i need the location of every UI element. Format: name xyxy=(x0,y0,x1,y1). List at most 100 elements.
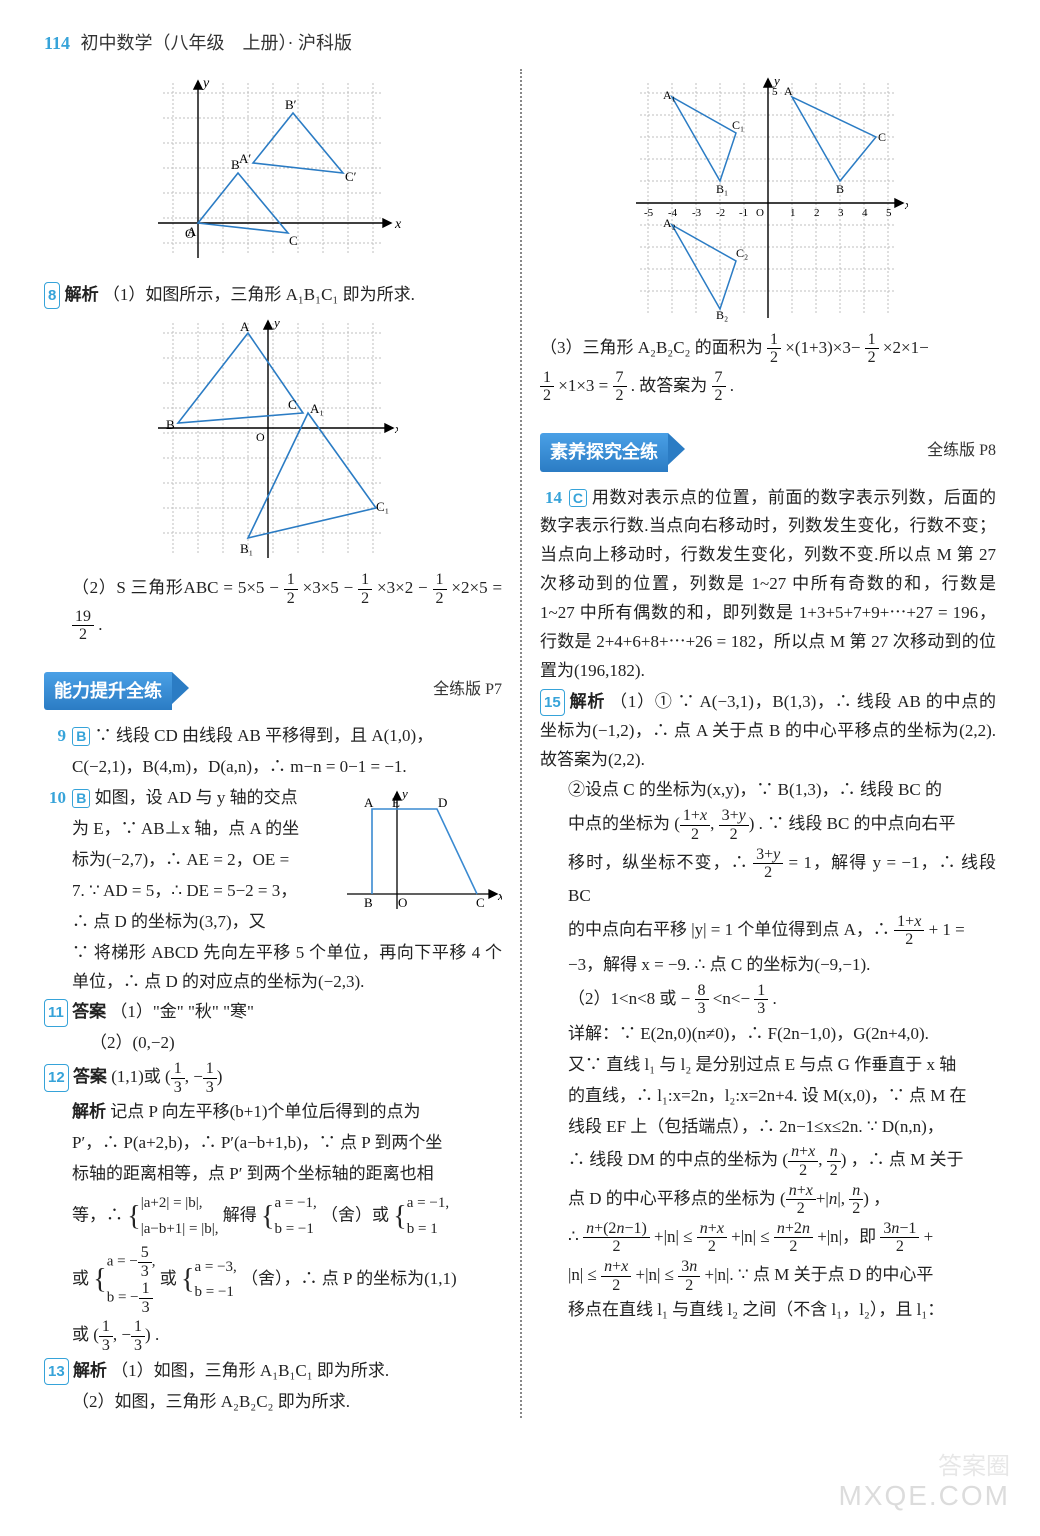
svg-text:D: D xyxy=(438,795,447,810)
svg-text:O: O xyxy=(756,207,764,219)
q12-t6: 或 (13, −13) . xyxy=(44,1318,502,1354)
q11-a2: （2）(0,−2) xyxy=(44,1029,502,1058)
banner-ability: 能力提升全练 xyxy=(44,672,172,711)
q15-p16: 移点在直线 l₁ 与直线 l₂ 之间（不含 l₁，l₂），且 l₁： xyxy=(540,1296,996,1325)
svg-text:B′: B′ xyxy=(285,97,297,112)
svg-text:1: 1 xyxy=(790,207,796,219)
banner1-ref: 全练版 P7 xyxy=(433,676,502,703)
q12-t3: 标轴的距离相等，点 P′ 到两个坐标轴的距离也相 xyxy=(44,1160,502,1189)
q9-ans: B xyxy=(72,727,90,746)
graph-right-top: xy -5-4-3-2-1 O 12345 5 A₁B₁C₁ ABC A₂B₂C… xyxy=(628,73,908,323)
svg-text:-2: -2 xyxy=(716,207,725,219)
svg-text:A: A xyxy=(784,84,793,98)
graph-triangle-2: xy O ABC A₁B₁C₁ xyxy=(148,313,398,563)
svg-text:E: E xyxy=(392,795,400,810)
q12-jx-row: 解析 记点 P 向左平移(b+1)个单位后得到的点为 xyxy=(44,1098,502,1127)
q9-num: 9 xyxy=(44,722,66,751)
left-column: x y O ABC A′B′C′ 8 解析 （1）如图所示，三角形 A₁B₁C₁… xyxy=(44,69,520,1419)
q13-label: 解析 xyxy=(73,1361,107,1380)
q15-p15: |n| ≤ n+x2 +|n| ≤ 3n2 +|n|. ∵ 点 M 关于点 D … xyxy=(540,1258,996,1294)
q12-num: 12 xyxy=(44,1064,69,1092)
q15-p8: 详解：∵ E(2n,0)(n≠0)，∴ F(2n−1,0)，G(2n+4,0). xyxy=(540,1020,996,1049)
q11-num: 11 xyxy=(44,999,68,1027)
q12-t4: 等，∴ {|a+2| = |b|,|a−b+1| = |b|, 解得 {a = … xyxy=(44,1191,502,1242)
svg-text:2: 2 xyxy=(814,207,820,219)
q8-line1: 8 解析 （1）如图所示，三角形 A₁B₁C₁ 即为所求. xyxy=(44,281,502,310)
svg-text:A′: A′ xyxy=(239,151,251,166)
q8-num: 8 xyxy=(44,282,60,310)
graph-q10: A E D B O C x y xyxy=(342,784,502,914)
q10-num: 10 xyxy=(44,784,66,813)
svg-text:B₂: B₂ xyxy=(716,308,728,322)
q9-t2: C(−2,1)，B(4,m)，D(a,n)，∴ m−n = 0−1 = −1. xyxy=(44,753,502,782)
q15-p12: ∴ 线段 DM 的中点的坐标为 (n+x2, n2) ，∴ 点 M 关于 xyxy=(540,1143,996,1179)
svg-text:C: C xyxy=(289,233,298,248)
banner-suyang: 素养探究全练 xyxy=(540,433,668,472)
q12-jx: 解析 xyxy=(72,1102,106,1121)
svg-text:5: 5 xyxy=(772,86,778,98)
q12-t5: 或 { a = −53, b = −13 或 {a = −3,b = −1 （舍… xyxy=(44,1244,502,1316)
banner2-ref: 全练版 P8 xyxy=(927,437,996,464)
q15-p10: 的直线，∴ l₁:x=2n，l₂:x=2n+4. 设 M(x,0)，∵ 点 M … xyxy=(540,1082,996,1111)
svg-text:5: 5 xyxy=(886,207,892,219)
q12-t2: P′，∴ P(a+2,b)，∴ P′(a−b+1,b)，∵ 点 P 到两个坐 xyxy=(44,1129,502,1158)
q14: 14 C 用数对表示点的位置，前面的数字表示列数，后面的数字表示行数.当点向右移… xyxy=(540,484,996,686)
svg-text:C: C xyxy=(878,130,886,144)
q10-ans: B xyxy=(72,789,90,808)
q15-p6: −3，解得 x = −9. ∴ 点 C 的坐标为(−9,−1). xyxy=(540,951,996,980)
svg-text:x: x xyxy=(394,421,398,436)
q12-ans: 12 答案 (1,1)或 (13, −13) xyxy=(44,1060,502,1096)
r-p2: 12 ×1×3 = 72 . 故答案为 72 . xyxy=(540,369,996,405)
svg-text:C: C xyxy=(476,895,485,910)
svg-text:A: A xyxy=(364,795,374,810)
q8-label: 解析 xyxy=(65,285,99,304)
svg-text:3: 3 xyxy=(838,207,844,219)
svg-text:B₁: B₁ xyxy=(716,182,728,196)
q15-p7: （2）1<n<8 或 − 83 <n<− 13 . xyxy=(540,982,996,1018)
q13-t2: （2）如图，三角形 A₂B₂C₂ 即为所求. xyxy=(44,1388,502,1417)
q15-p13: 点 D 的中心平移点的坐标为 (n+x2+|n|, n2) ， xyxy=(540,1182,996,1218)
q11: 11 答案 （1）"金" "秋" "寒" xyxy=(44,998,502,1027)
q15-p9: 又∵ 直线 l₁ 与 l₂ 是分别过点 E 与点 G 作垂直于 x 轴 xyxy=(540,1051,996,1080)
svg-text:A₂: A₂ xyxy=(663,216,676,230)
q15-p11: 线段 EF 上（包括端点），∴ 2n−1≤x≤2n. ∵ D(n,n)， xyxy=(540,1113,996,1142)
q15-p3: 中点的坐标为 (1+x2, 3+y2) . ∵ 线段 BC 的中点向右平 xyxy=(540,807,996,843)
q15-p4: 移时，纵坐标不变，∴ 3+y2 = 1，解得 y = −1，∴ 线段 BC xyxy=(540,846,996,911)
two-column-layout: x y O ABC A′B′C′ 8 解析 （1）如图所示，三角形 A₁B₁C₁… xyxy=(44,69,996,1419)
svg-text:B: B xyxy=(166,417,175,432)
banner1-row: 能力提升全练 全练版 P7 xyxy=(44,658,502,721)
svg-text:O: O xyxy=(398,895,407,910)
svg-text:x: x xyxy=(394,217,402,232)
svg-text:4: 4 xyxy=(862,207,868,219)
svg-text:B: B xyxy=(364,895,373,910)
svg-text:x: x xyxy=(904,197,908,212)
q11-label: 答案 xyxy=(72,1002,106,1021)
svg-text:-3: -3 xyxy=(692,207,702,219)
q15-p2: ②设点 C 的坐标为(x,y)，∵ B(1,3)，∴ 线段 BC 的 xyxy=(540,776,996,805)
q8-p2: （2）S 三角形ABC = 5×5 − 12 ×3×5 − 12 ×3×2 − … xyxy=(44,571,502,643)
page-number: 114 xyxy=(44,33,70,53)
q15-p14: ∴ n+(2n−1)2 +|n| ≤ n+x2 +|n| ≤ n+2n2 +|n… xyxy=(540,1220,996,1256)
q15-head: 15 解析 （1）① ∵ A(−3,1)，B(1,3)，∴ 线段 AB 的中点的… xyxy=(540,688,996,775)
svg-text:B: B xyxy=(836,182,844,196)
q8-p1: （1）如图所示，三角形 A₁B₁C₁ 即为所求. xyxy=(103,285,415,304)
page-header: 114 初中数学（八年级 上册）· 沪科版 xyxy=(44,28,996,59)
right-column: xy -5-4-3-2-1 O 12345 5 A₁B₁C₁ ABC A₂B₂C… xyxy=(520,69,996,1419)
svg-text:-5: -5 xyxy=(644,207,654,219)
q12-label: 答案 xyxy=(73,1067,107,1086)
q15-num: 15 xyxy=(540,689,565,717)
q13: 13 解析 （1）如图，三角形 A₁B₁C₁ 即为所求. xyxy=(44,1357,502,1386)
q14-num: 14 xyxy=(540,484,562,513)
svg-text:C₁: C₁ xyxy=(732,118,744,132)
svg-text:x: x xyxy=(497,888,502,903)
page-title: 初中数学（八年级 上册）· 沪科版 xyxy=(81,33,353,53)
q15-label: 解析 xyxy=(570,692,605,711)
svg-text:A: A xyxy=(240,319,250,334)
svg-text:C: C xyxy=(288,397,297,412)
svg-text:A: A xyxy=(187,224,197,239)
svg-text:-1: -1 xyxy=(739,207,748,219)
q9: 9 B ∵ 线段 CD 由线段 AB 平移得到，且 A(1,0)， xyxy=(44,722,502,751)
svg-text:y: y xyxy=(201,76,210,91)
banner2-row: 素养探究全练 全练版 P8 xyxy=(540,419,996,482)
svg-text:y: y xyxy=(400,786,408,801)
